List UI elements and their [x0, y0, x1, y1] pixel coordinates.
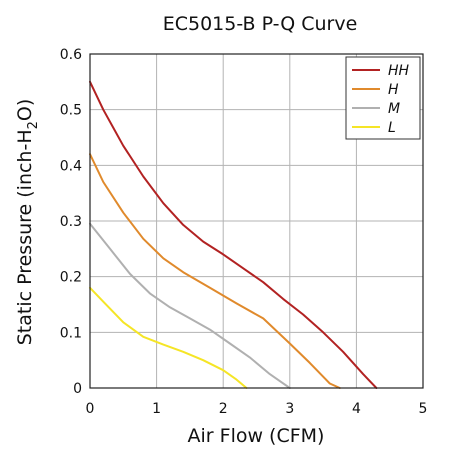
y-tick-label: 0.5	[60, 103, 82, 119]
x-axis-label: Air Flow (CFM)	[188, 425, 325, 447]
series-lines	[89, 80, 378, 389]
series-line-h	[89, 153, 341, 389]
x-tick-label: 0	[86, 401, 95, 417]
series-line-l	[89, 286, 248, 389]
legend-label-hh: HH	[388, 63, 410, 79]
legend-label-l: L	[388, 120, 396, 136]
axis-ticks: 0 1 2 3 4 5 0 0.1 0.2 0.3 0.4 0.5 0.6	[60, 47, 428, 417]
legend-label-m: M	[388, 101, 400, 117]
x-tick-label: 5	[419, 401, 428, 417]
series-line-hh	[89, 80, 378, 389]
y-tick-label: 0.2	[60, 270, 82, 286]
series-line-m	[89, 222, 291, 389]
x-tick-label: 3	[285, 401, 294, 417]
chart-title: EC5015-B P-Q Curve	[163, 13, 358, 35]
y-tick-label: 0.1	[60, 325, 82, 341]
x-tick-label: 1	[152, 401, 161, 417]
x-tick-label: 2	[219, 401, 228, 417]
y-axis-label-main: Static Pressure (inch-H	[14, 129, 36, 345]
y-tick-label: 0	[73, 381, 82, 397]
y-axis-label-end: O)	[14, 99, 36, 121]
legend-label-h: H	[388, 82, 399, 98]
y-tick-label: 0.4	[60, 158, 82, 174]
y-tick-label: 0.6	[60, 47, 82, 63]
plot-frame	[89, 53, 424, 389]
y-axis-label-subscript: 2	[26, 121, 41, 129]
x-tick-label: 4	[352, 401, 361, 417]
y-tick-label: 0.3	[60, 214, 82, 230]
y-axis-label: Static Pressure (inch-H2O)	[14, 99, 41, 346]
